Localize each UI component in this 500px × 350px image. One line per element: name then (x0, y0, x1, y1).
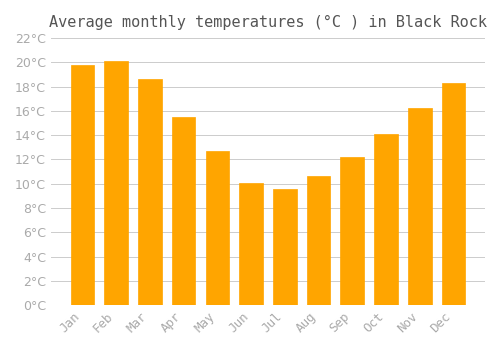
Bar (273, 189, 296, 305)
Bar (172, 117, 196, 305)
Bar (340, 157, 364, 305)
Title: Average monthly temperatures (°C ) in Black Rock: Average monthly temperatures (°C ) in Bl… (49, 15, 487, 30)
Bar (306, 176, 330, 305)
Bar (442, 83, 466, 305)
Bar (104, 61, 128, 305)
Bar (70, 65, 94, 305)
Bar (408, 108, 432, 305)
Bar (374, 134, 398, 305)
Bar (240, 182, 263, 305)
Bar (138, 79, 162, 305)
Bar (206, 151, 229, 305)
